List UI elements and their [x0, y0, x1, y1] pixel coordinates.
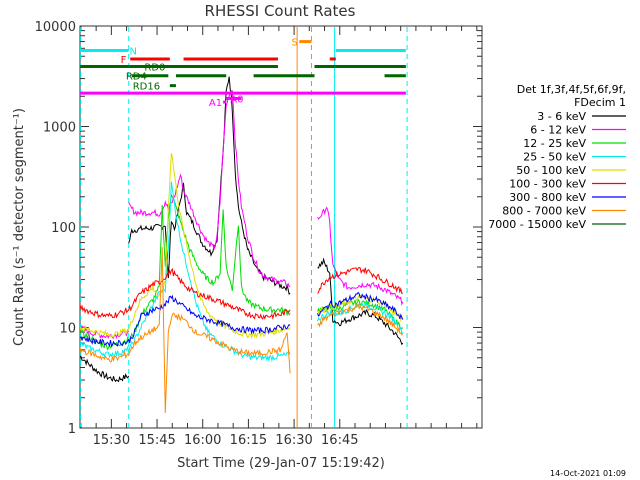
- series-line: [80, 294, 291, 348]
- series-1: [80, 90, 404, 340]
- legend-header-1: Det 1f,3f,4f,5f,6f,9f,: [517, 83, 626, 96]
- legend-label: 6 - 12 keV: [530, 124, 586, 137]
- y-tick-label: 10: [59, 322, 76, 337]
- legend-label: 800 - 7000 keV: [502, 205, 586, 218]
- series-line: [317, 266, 403, 295]
- flag-label: A0: [230, 94, 243, 105]
- x-tick-label: 15:45: [138, 433, 175, 448]
- flag-label: F: [121, 55, 127, 66]
- time-markers: [80, 27, 408, 427]
- series-line: [317, 303, 403, 336]
- flag-label: A1: [209, 98, 222, 109]
- legend-header-2: FDecim 1: [574, 96, 626, 109]
- x-tick-label: 16:15: [230, 433, 267, 448]
- y-tick-label: 1000: [43, 121, 76, 136]
- series-line: [80, 152, 291, 339]
- legend-label: 100 - 300 keV: [509, 178, 586, 191]
- series-line: [80, 247, 291, 414]
- y-tick-label: 10000: [35, 20, 76, 35]
- x-axis: 15:30 15:45 16:00 16:15 16:30 16:45: [80, 26, 478, 448]
- series-layer: [80, 76, 404, 414]
- x-tick-label: 16:00: [184, 433, 221, 448]
- legend-label: 25 - 50 keV: [523, 151, 586, 164]
- flag-label: N: [130, 47, 137, 58]
- flag-label: RD4: [126, 72, 147, 83]
- series-line: [317, 291, 404, 320]
- x-axis-label: Start Time (29-Jan-07 15:19:42): [177, 456, 385, 471]
- y-axis: 1 10 100 1000 10000: [35, 20, 482, 437]
- chart-title: RHESSI Count Rates: [205, 2, 356, 20]
- legend-label: 7000 - 15000 keV: [488, 218, 586, 231]
- legend: Det 1f,3f,4f,5f,6f,9f, FDecim 1 3 - 6 ke…: [488, 83, 626, 231]
- x-tick-label: 15:30: [93, 433, 130, 448]
- series-line: [80, 355, 130, 383]
- x-tick-label: 16:45: [321, 433, 358, 448]
- legend-label: 50 - 100 keV: [516, 164, 586, 177]
- series-line: [128, 90, 291, 288]
- series-line: [128, 76, 291, 295]
- flag-label: RD16: [133, 82, 160, 93]
- y-tick-label: 1: [68, 422, 76, 437]
- legend-label: 12 - 25 keV: [523, 137, 586, 150]
- y-axis-label: Count Rate (s⁻¹ detector segment⁻¹): [12, 108, 27, 346]
- series-line: [80, 267, 291, 320]
- series-5: [80, 266, 403, 320]
- flag-label: RD0: [144, 63, 165, 74]
- series-line: [80, 192, 291, 351]
- series-line: [80, 181, 291, 363]
- series-7: [80, 247, 403, 414]
- series-line: [317, 206, 404, 306]
- footer-timestamp: 14-Oct-2021 01:09: [550, 469, 626, 478]
- y-tick-label: 100: [51, 221, 76, 236]
- series-6: [80, 291, 404, 348]
- series-line: [80, 324, 130, 340]
- flag-label: S: [292, 38, 298, 49]
- legend-label: 300 - 800 keV: [509, 191, 586, 204]
- legend-label: 3 - 6 keV: [537, 110, 586, 123]
- x-tick-label: 16:30: [275, 433, 312, 448]
